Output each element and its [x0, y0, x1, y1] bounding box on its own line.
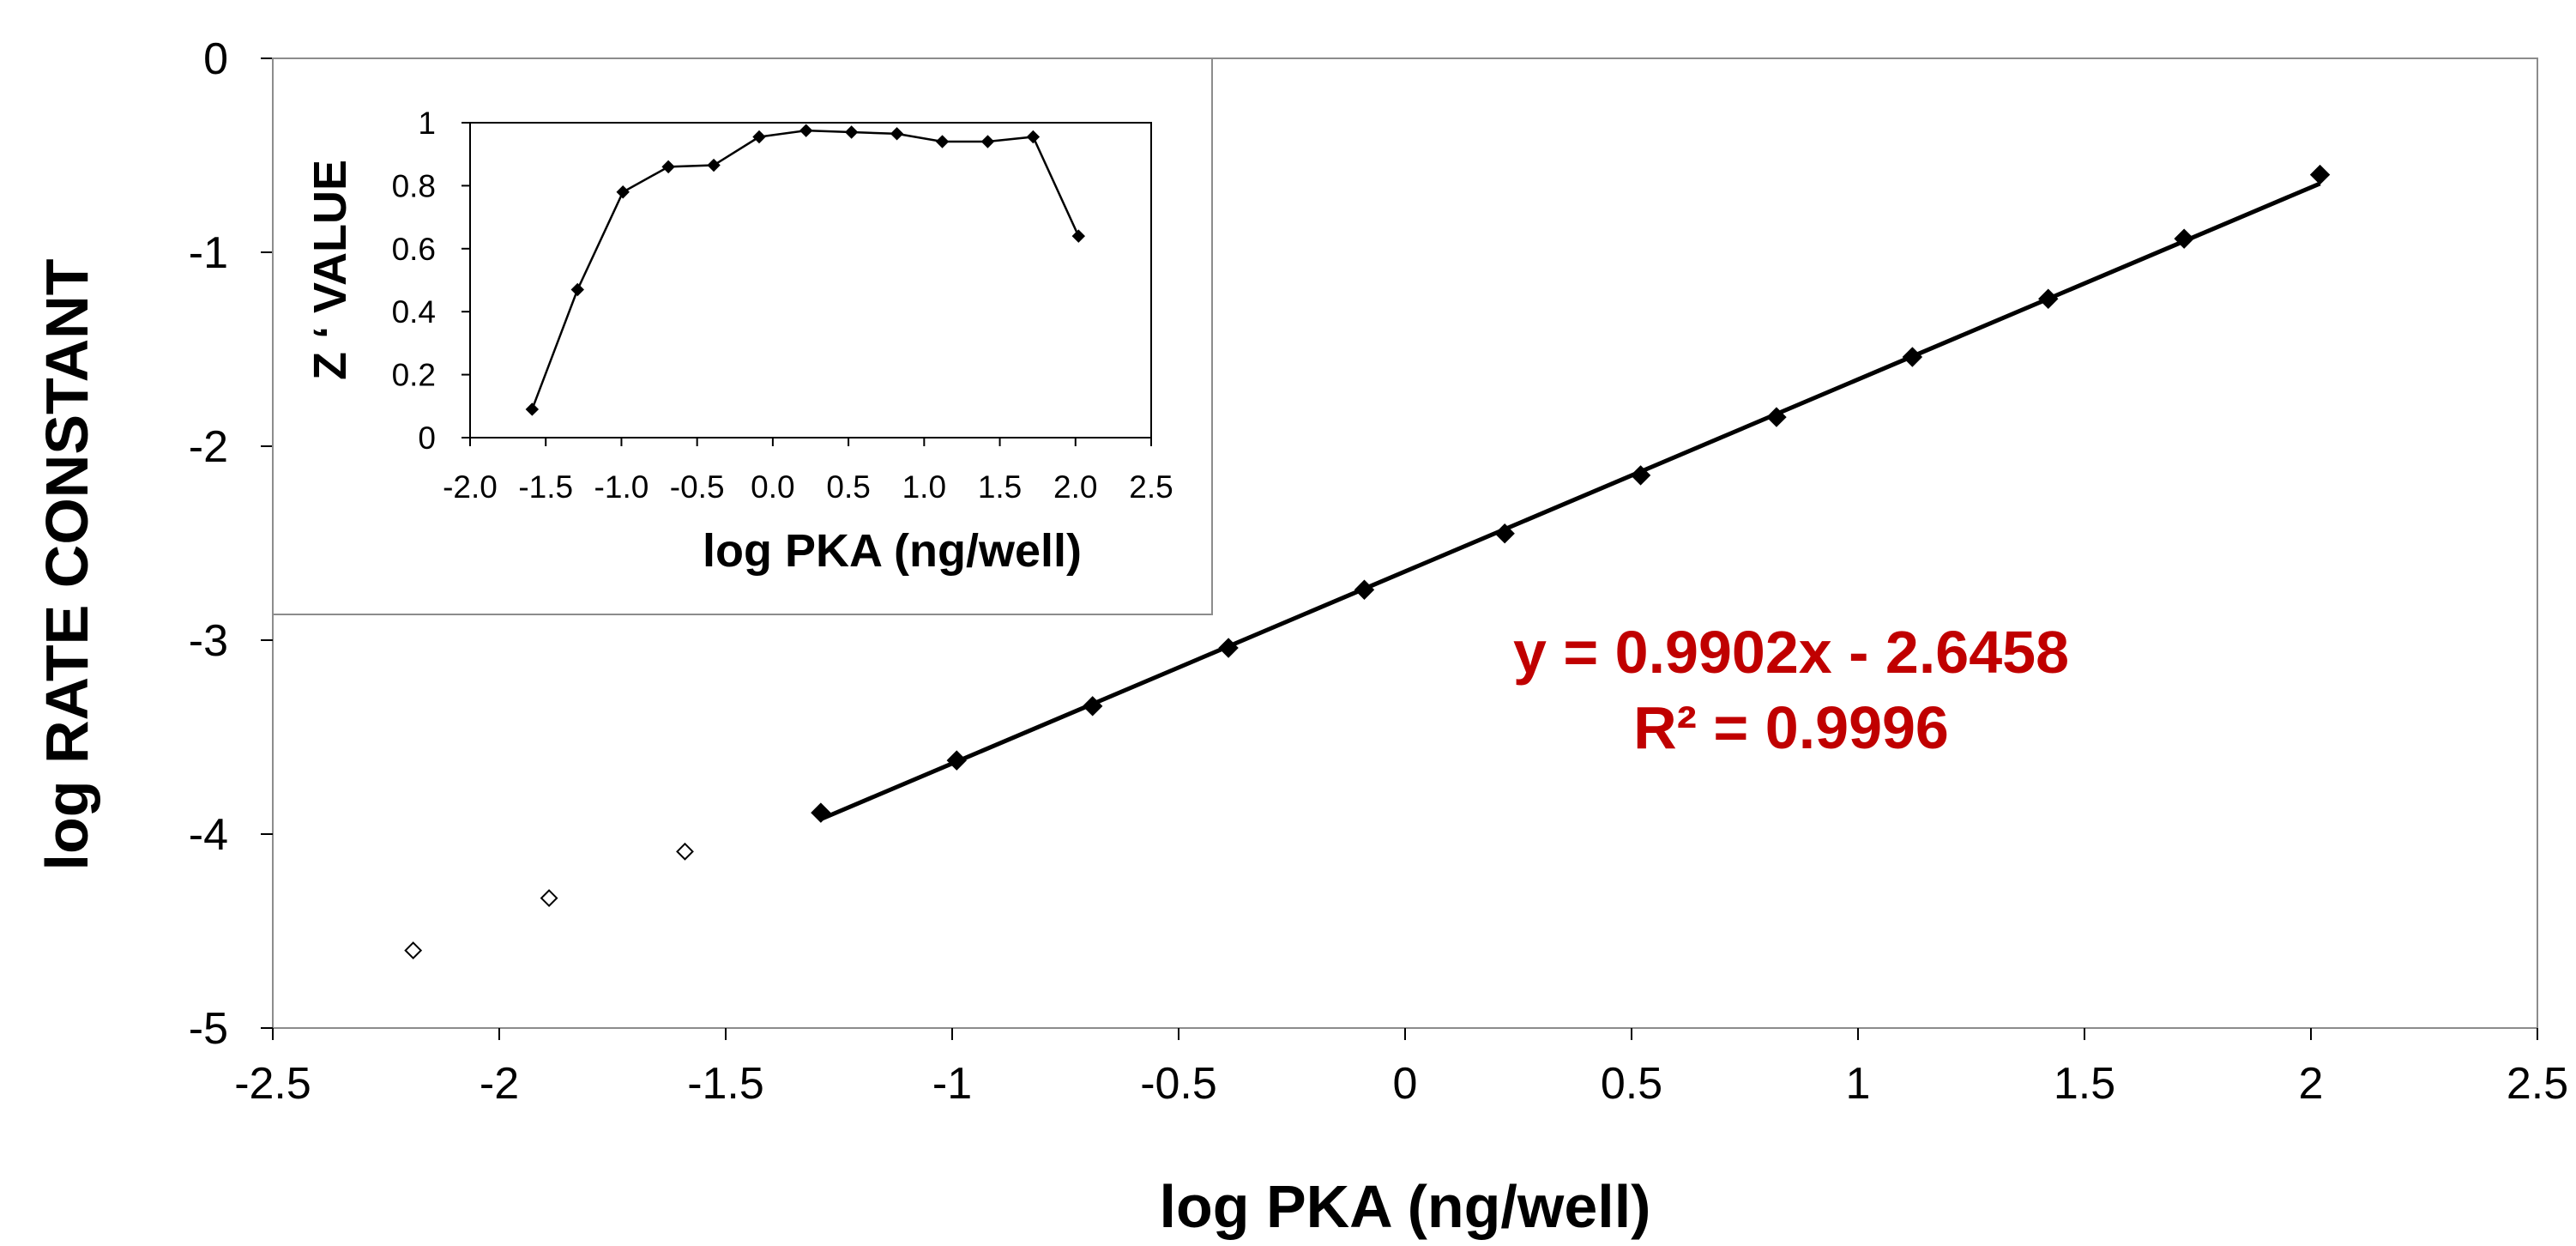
x-tick-label: 0.5	[1601, 1059, 1662, 1109]
inset-x-tick-label: 0.0	[751, 469, 794, 505]
inset-x-tick-label: 1.0	[902, 469, 946, 505]
data-point-open	[676, 842, 694, 861]
inset-data-point	[570, 282, 584, 297]
inset-data-point	[935, 135, 950, 148]
y-tick-label: -4	[189, 810, 228, 860]
y-tick-label: -5	[189, 1004, 228, 1054]
data-point-filled	[811, 802, 831, 823]
x-tick-label: -2	[480, 1059, 519, 1109]
data-point-filled	[1902, 347, 1923, 367]
inset-plot-area-border	[469, 122, 1152, 439]
main-plot: -2.5 -2 -1.5 -1 -0.5 0 0.5 1 1.5 2 2.5 0 -1 -2 -3 -4 -5 l…	[33, 34, 2568, 1240]
x-tick-label: 1	[1846, 1059, 1871, 1109]
data-point-filled	[1766, 407, 1787, 427]
inset-x-tick-label: 1.5	[978, 469, 1022, 505]
inset-data-point	[752, 130, 766, 144]
y-tick-label: -3	[189, 616, 228, 666]
inset-x-axis-title: log PKA (ng/well)	[703, 525, 1082, 577]
data-point-filled	[2309, 164, 2331, 185]
inset-data-point	[980, 135, 995, 148]
inset-y-axis-title: Z ‘ VALUE	[305, 160, 356, 380]
x-tick-label: 2.5	[2507, 1059, 2568, 1109]
y-tick-label: -1	[189, 228, 228, 278]
data-point-filled	[1630, 465, 1651, 486]
inset-data-point	[1071, 229, 1086, 243]
x-axis-title: log PKA (ng/well)	[1160, 1173, 1651, 1240]
y-tick-label: -2	[189, 422, 228, 472]
inset-data-point	[707, 158, 721, 172]
y-tick-label: 0	[203, 34, 228, 84]
data-point-filled	[1218, 638, 1239, 658]
x-tick-label: -0.5	[1140, 1059, 1217, 1109]
data-point-filled	[1082, 696, 1103, 717]
y-axis-title: log RATE CONSTANT	[33, 259, 100, 871]
data-point-filled	[946, 750, 967, 771]
inset-x-tick-label: -1.5	[518, 469, 573, 505]
x-tick-label: 2	[2299, 1059, 2324, 1109]
inset-x-tick-label: 2.0	[1053, 469, 1097, 505]
inset-frame	[272, 57, 1213, 615]
data-point-open	[540, 889, 558, 907]
inset-plot: -2.0 -1.5 -1.0 -0.5 0.0 0.5 1.0 1.5 2.0 2.5 1 0.8 0.…	[272, 57, 1213, 615]
inset-data-point	[661, 160, 675, 174]
inset-x-tick-label: -0.5	[670, 469, 725, 505]
data-point-filled	[1494, 523, 1515, 544]
inset-data-point	[799, 124, 813, 137]
inset-data-point	[616, 185, 630, 199]
trendline-r-squared: R² = 0.9996	[1633, 694, 1949, 761]
x-tick-label: -1	[932, 1059, 972, 1109]
data-point-open	[404, 941, 423, 960]
data-point-filled	[2174, 228, 2194, 249]
inset-y-tick-label: 1	[418, 106, 436, 141]
data-point-filled	[1354, 579, 1375, 600]
inset-x-tick-label: 2.5	[1129, 469, 1173, 505]
data-point-filled	[2038, 288, 2059, 309]
inset-y-tick-label: 0.2	[392, 358, 436, 393]
inset-x-tick-label: 0.5	[826, 469, 870, 505]
inset-x-tick-label: -2.0	[443, 469, 498, 505]
trendline-equation: y = 0.9902x - 2.6458	[1513, 619, 2069, 686]
inset-data-point	[844, 125, 859, 139]
trendline	[819, 181, 2321, 821]
inset-y-tick-label: 0.6	[392, 232, 436, 267]
inset-data-point	[1026, 130, 1041, 144]
x-tick-label: 1.5	[2054, 1059, 2115, 1109]
x-tick-label: -1.5	[687, 1059, 764, 1109]
x-tick-label: -2.5	[234, 1059, 311, 1109]
inset-x-tick-label: -1.0	[594, 469, 649, 505]
inset-y-tick-label: 0.4	[392, 294, 436, 330]
inset-y-tick-label: 0	[418, 420, 436, 456]
inset-data-point	[525, 402, 540, 416]
inset-y-tick-label: 0.8	[392, 168, 436, 203]
inset-data-point	[890, 127, 904, 141]
x-tick-label: 0	[1393, 1059, 1418, 1109]
